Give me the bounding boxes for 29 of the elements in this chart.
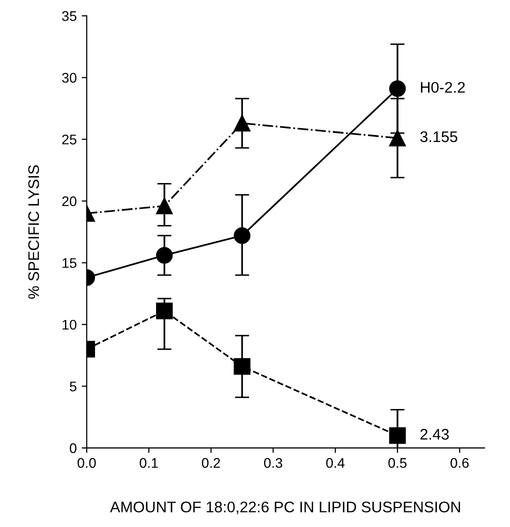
point bbox=[389, 80, 406, 97]
x-tick-label: 0.5 bbox=[388, 458, 407, 468]
y-tick-label: 15 bbox=[62, 258, 76, 268]
series-label: 2.43 bbox=[420, 428, 449, 440]
point bbox=[234, 114, 250, 132]
y-tick-label: 5 bbox=[70, 382, 76, 392]
point bbox=[234, 358, 250, 375]
series-label: 3.155 bbox=[420, 131, 458, 142]
point bbox=[156, 198, 173, 214]
point bbox=[156, 302, 173, 320]
x-axis-title: AMOUNT OF 18:0,22:6 PC IN LIPID SUSPENSION bbox=[110, 502, 460, 514]
series-label: H0-2.2 bbox=[420, 82, 465, 93]
y-tick-label: 35 bbox=[62, 11, 76, 21]
y-tick-label: 10 bbox=[62, 320, 76, 330]
point bbox=[389, 130, 406, 146]
y-tick-label: 20 bbox=[62, 196, 76, 206]
x-tick-label: 0.2 bbox=[202, 458, 220, 468]
point bbox=[156, 247, 173, 264]
point bbox=[234, 227, 250, 244]
x-tick-label: 0.4 bbox=[326, 458, 345, 468]
x-tick-label: 0.0 bbox=[78, 458, 96, 468]
x-tick-label: 0.6 bbox=[450, 458, 469, 468]
y-tick-label: 25 bbox=[62, 134, 76, 144]
point bbox=[389, 427, 406, 444]
y-tick-label: 0 bbox=[70, 443, 76, 454]
y-tick-label: 30 bbox=[62, 72, 76, 83]
x-tick-label: 0.3 bbox=[264, 458, 282, 468]
x-tick-label: 0.1 bbox=[140, 458, 158, 468]
y-axis-title: % SPECIFIC LYSIS bbox=[28, 165, 40, 299]
